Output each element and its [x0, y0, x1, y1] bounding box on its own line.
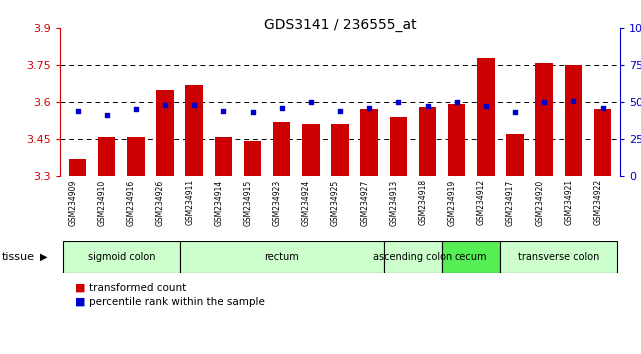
- Point: [131, 107, 141, 112]
- Point: [160, 102, 170, 108]
- Text: transverse colon: transverse colon: [518, 252, 599, 262]
- Text: GSM234910: GSM234910: [97, 179, 106, 225]
- Bar: [442, 241, 501, 273]
- Text: GSM234912: GSM234912: [477, 179, 486, 225]
- Text: percentile rank within the sample: percentile rank within the sample: [89, 297, 265, 307]
- Text: GSM234920: GSM234920: [535, 179, 544, 225]
- Point: [510, 109, 520, 115]
- Bar: [594, 109, 612, 176]
- Point: [218, 108, 228, 114]
- Bar: [390, 117, 407, 176]
- Point: [276, 105, 287, 111]
- Text: GSM234917: GSM234917: [506, 179, 515, 225]
- Point: [539, 99, 549, 105]
- Text: GSM234922: GSM234922: [594, 179, 603, 225]
- Bar: [360, 109, 378, 176]
- Bar: [565, 65, 582, 176]
- Bar: [127, 137, 145, 176]
- Bar: [244, 142, 262, 176]
- Text: cecum: cecum: [455, 252, 488, 262]
- Bar: [63, 241, 179, 273]
- Text: GSM234915: GSM234915: [244, 179, 253, 225]
- Text: GDS3141 / 236555_at: GDS3141 / 236555_at: [263, 18, 416, 32]
- Point: [481, 104, 491, 109]
- Text: ascending colon: ascending colon: [373, 252, 453, 262]
- Point: [247, 109, 258, 115]
- Bar: [331, 124, 349, 176]
- Text: tissue: tissue: [2, 252, 35, 262]
- Point: [364, 105, 374, 111]
- Bar: [506, 134, 524, 176]
- Bar: [179, 241, 384, 273]
- Text: GSM234927: GSM234927: [360, 179, 369, 225]
- Text: GSM234909: GSM234909: [69, 179, 78, 225]
- Text: GSM234919: GSM234919: [447, 179, 456, 225]
- Point: [451, 99, 462, 105]
- Bar: [477, 58, 495, 176]
- Text: GSM234914: GSM234914: [214, 179, 223, 225]
- Text: GSM234918: GSM234918: [419, 179, 428, 225]
- Bar: [185, 85, 203, 176]
- Text: GSM234923: GSM234923: [272, 179, 281, 225]
- Bar: [215, 137, 232, 176]
- Bar: [501, 241, 617, 273]
- Text: ■: ■: [75, 297, 85, 307]
- Text: GSM234916: GSM234916: [127, 179, 136, 225]
- Text: ■: ■: [75, 283, 85, 293]
- Bar: [273, 122, 290, 176]
- Bar: [419, 107, 437, 176]
- Point: [189, 102, 199, 108]
- Bar: [302, 124, 320, 176]
- Text: transformed count: transformed count: [89, 283, 187, 293]
- Point: [306, 99, 316, 105]
- Bar: [156, 90, 174, 176]
- Point: [335, 108, 345, 114]
- Point: [101, 113, 112, 118]
- Bar: [98, 137, 115, 176]
- Text: GSM234925: GSM234925: [331, 179, 340, 225]
- Text: GSM234926: GSM234926: [156, 179, 165, 225]
- Text: rectum: rectum: [264, 252, 299, 262]
- Text: GSM234911: GSM234911: [185, 179, 194, 225]
- Text: GSM234924: GSM234924: [302, 179, 311, 225]
- Point: [72, 108, 83, 114]
- Text: ▶: ▶: [40, 252, 47, 262]
- Point: [422, 104, 433, 109]
- Point: [393, 99, 403, 105]
- Bar: [69, 159, 87, 176]
- Text: sigmoid colon: sigmoid colon: [88, 252, 155, 262]
- Text: GSM234921: GSM234921: [564, 179, 573, 225]
- Point: [597, 105, 608, 111]
- Point: [568, 98, 578, 103]
- Bar: [535, 63, 553, 176]
- Bar: [384, 241, 442, 273]
- Bar: [448, 104, 465, 176]
- Text: GSM234913: GSM234913: [389, 179, 398, 225]
